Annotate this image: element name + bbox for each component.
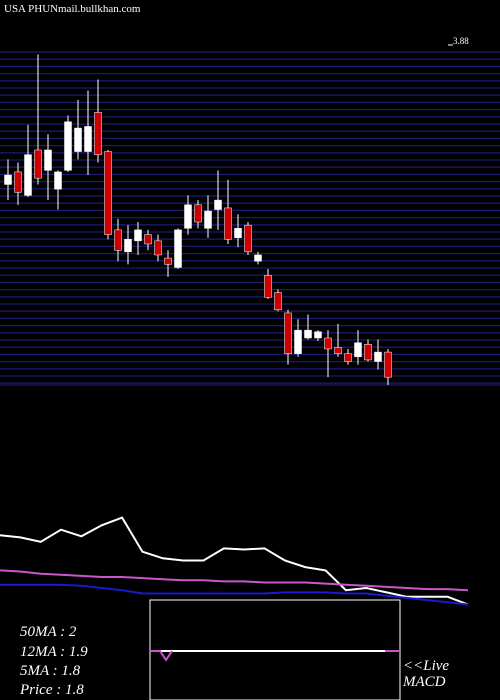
series-line xyxy=(0,583,469,606)
candle-body xyxy=(104,151,112,235)
chart-title: USA PHUN xyxy=(4,3,58,15)
candle-body xyxy=(204,210,212,229)
candle-body xyxy=(244,224,252,253)
candle-body xyxy=(294,329,302,354)
candle-body xyxy=(284,312,292,354)
candle-body xyxy=(194,204,202,223)
candle-body xyxy=(354,342,362,358)
candle-body xyxy=(224,207,232,240)
candle-body xyxy=(314,331,322,339)
candle-body xyxy=(384,351,392,378)
candle-body xyxy=(4,174,12,185)
candle-body xyxy=(54,171,62,190)
candle-body xyxy=(94,112,102,155)
candle-body xyxy=(174,229,182,268)
candle-body xyxy=(24,154,32,196)
candle-body xyxy=(14,171,22,193)
candle-body xyxy=(324,337,332,350)
candle-body xyxy=(264,275,272,298)
legend-text: 50MA : 2 xyxy=(20,624,77,640)
candle-body xyxy=(84,126,92,152)
candle-body xyxy=(184,204,192,229)
candle-body xyxy=(34,149,42,179)
legend-text: 5MA : 1.8 xyxy=(20,663,81,679)
y-tick-label: 3.88 xyxy=(453,36,469,46)
macd-signal xyxy=(150,650,173,662)
candle-body xyxy=(344,353,352,362)
candle-body xyxy=(214,199,222,210)
candle-body xyxy=(74,127,82,152)
candle-body xyxy=(334,347,342,354)
live-note: <<Live xyxy=(403,658,449,674)
candle-body xyxy=(364,344,372,361)
series-line xyxy=(0,516,469,606)
legend-text: 12MA : 1.9 xyxy=(20,644,88,660)
candle-body xyxy=(254,254,262,262)
candle-body xyxy=(134,229,142,242)
legend-text: Price : 1.8 xyxy=(19,682,84,698)
candle-body xyxy=(114,229,122,251)
candle-body xyxy=(154,240,162,256)
candle-body xyxy=(44,149,52,171)
candle-body xyxy=(234,228,242,238)
candle-body xyxy=(304,329,312,339)
candle-body xyxy=(144,234,152,245)
candle-body xyxy=(164,257,172,265)
candle-body xyxy=(64,121,72,171)
chart-subtitle: mail.bullkhan.com xyxy=(58,3,141,15)
candle-body xyxy=(124,239,132,253)
candle-body xyxy=(374,351,382,362)
candle-body xyxy=(274,292,282,311)
macd-note: MACD xyxy=(402,674,446,690)
series-line xyxy=(0,569,469,592)
